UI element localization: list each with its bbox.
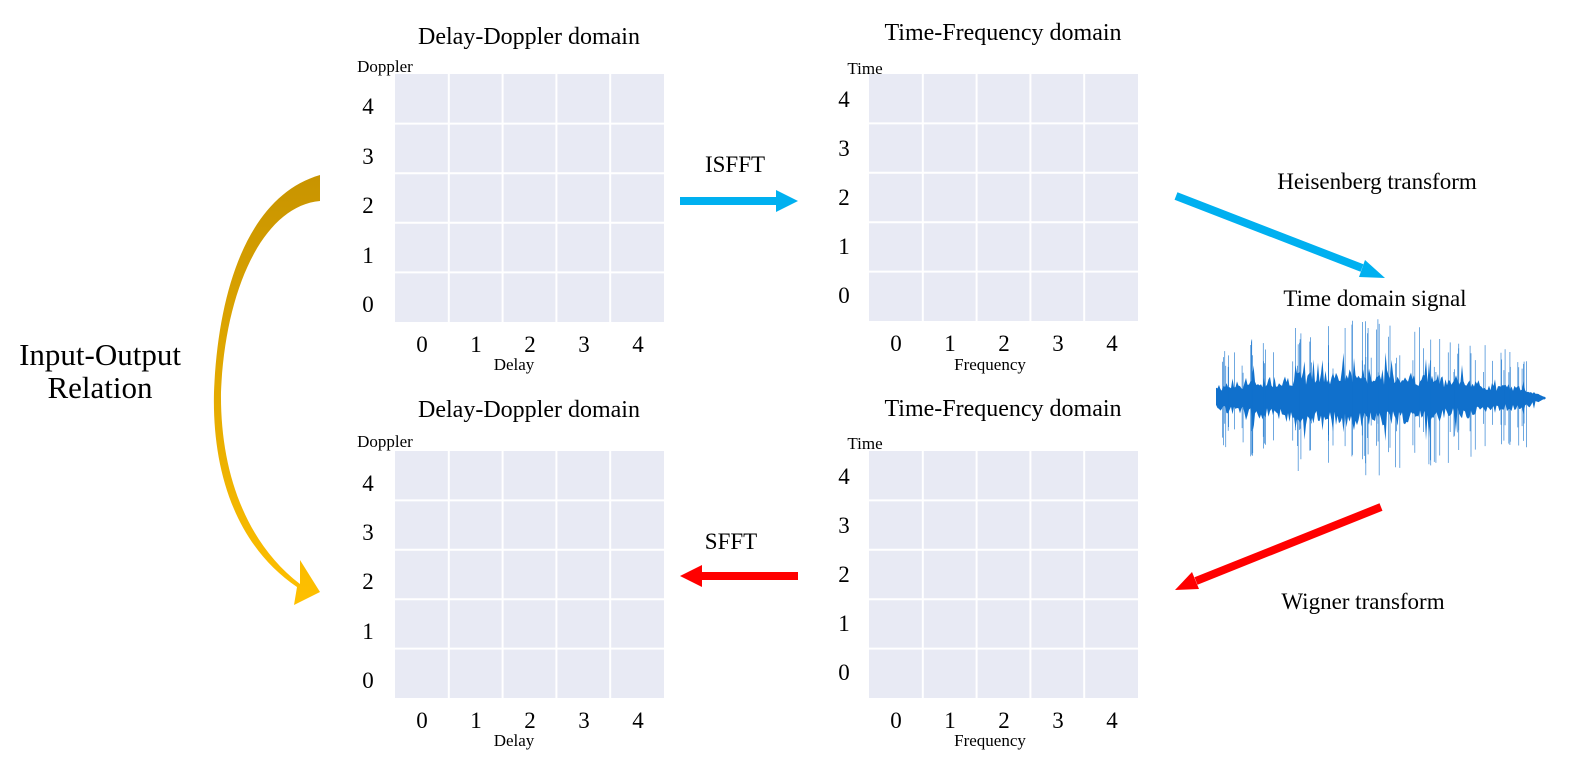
x-tick-label: 1 <box>470 708 482 733</box>
x-tick-label: 1 <box>944 708 956 733</box>
y-tick-label: 2 <box>362 569 374 594</box>
tf-top-y-axis-label: Time <box>847 59 882 78</box>
wigner-label: Wigner transform <box>1281 589 1444 614</box>
tf-top-title: Time-Frequency domain <box>884 20 1121 46</box>
tf-bottom-y-ticks: 0 1 2 3 4 <box>838 464 850 685</box>
waveform-tip <box>1538 394 1546 402</box>
dd-bottom-grid <box>395 451 664 698</box>
y-tick-label: 0 <box>362 668 374 693</box>
tf-top-y-ticks: 0 1 2 3 4 <box>838 87 850 308</box>
y-tick-label: 3 <box>362 520 374 545</box>
y-tick-label: 1 <box>362 243 374 268</box>
time-domain-waveform <box>1216 319 1546 476</box>
dd-bottom-panel: Delay-Doppler domain Doppler 0 1 2 3 4 0… <box>357 397 664 750</box>
x-tick-label: 3 <box>578 708 590 733</box>
dd-top-x-ticks: 0 1 2 3 4 <box>416 332 644 357</box>
y-tick-label: 2 <box>838 562 850 587</box>
dd-top-panel: Delay-Doppler domain Doppler 0 1 2 3 4 0… <box>357 24 664 374</box>
dd-bottom-x-axis-label: Delay <box>494 731 535 750</box>
wigner-arrow: Wigner transform <box>1175 503 1445 614</box>
tf-top-x-ticks: 0 1 2 3 4 <box>890 331 1118 356</box>
y-tick-label: 3 <box>838 513 850 538</box>
tf-top-x-axis-label: Frequency <box>954 355 1026 374</box>
dd-top-grid <box>395 74 664 322</box>
y-tick-label: 4 <box>838 87 850 112</box>
x-tick-label: 3 <box>1052 331 1064 356</box>
x-tick-label: 2 <box>524 332 536 357</box>
x-tick-label: 0 <box>890 331 902 356</box>
tf-bottom-x-axis-label: Frequency <box>954 731 1026 750</box>
y-tick-label: 4 <box>362 94 374 119</box>
heisenberg-arrow-line <box>1174 192 1364 272</box>
x-tick-label: 2 <box>998 708 1010 733</box>
wigner-arrow-line <box>1194 503 1383 585</box>
y-tick-label: 3 <box>362 144 374 169</box>
sfft-arrow-shape <box>680 565 798 587</box>
dd-top-title: Delay-Doppler domain <box>418 24 640 50</box>
y-tick-label: 3 <box>838 136 850 161</box>
x-tick-label: 0 <box>416 708 428 733</box>
tf-bottom-grid <box>869 451 1138 698</box>
tf-top-panel: Time-Frequency domain Time 0 1 2 3 4 0 1… <box>838 20 1138 374</box>
isfft-arrow-shape <box>680 190 798 212</box>
y-tick-label: 1 <box>362 619 374 644</box>
x-tick-label: 4 <box>632 332 644 357</box>
sfft-arrow: SFFT <box>680 529 798 587</box>
tf-bottom-y-axis-label: Time <box>847 434 882 453</box>
tf-bottom-x-ticks: 0 1 2 3 4 <box>890 708 1118 733</box>
x-tick-label: 3 <box>578 332 590 357</box>
grid-background <box>869 74 1138 321</box>
dd-bottom-x-ticks: 0 1 2 3 4 <box>416 708 644 733</box>
y-tick-label: 2 <box>362 193 374 218</box>
y-tick-label: 1 <box>838 234 850 259</box>
dd-bottom-title: Delay-Doppler domain <box>418 397 640 423</box>
y-tick-label: 0 <box>838 660 850 685</box>
isfft-arrow: ISFFT <box>680 152 798 212</box>
tf-bottom-title: Time-Frequency domain <box>884 396 1121 422</box>
tf-top-grid <box>869 74 1138 321</box>
wigner-arrow-head <box>1175 572 1199 590</box>
dd-top-y-axis-label: Doppler <box>357 57 413 76</box>
grid-background <box>869 451 1138 698</box>
x-tick-label: 3 <box>1052 708 1064 733</box>
heisenberg-arrow: Heisenberg transform <box>1174 169 1477 278</box>
relation-label-line-1: Input-Output <box>19 337 181 372</box>
y-tick-label: 4 <box>838 464 850 489</box>
grid-background <box>395 451 664 698</box>
time-domain-signal-label: Time domain signal <box>1283 286 1466 311</box>
y-tick-label: 0 <box>362 292 374 317</box>
x-tick-label: 1 <box>944 331 956 356</box>
dd-bottom-y-ticks: 0 1 2 3 4 <box>362 471 374 693</box>
x-tick-label: 1 <box>470 332 482 357</box>
y-tick-label: 2 <box>838 185 850 210</box>
y-tick-label: 4 <box>362 471 374 496</box>
y-tick-label: 1 <box>838 611 850 636</box>
grid-background <box>395 74 664 322</box>
x-tick-label: 0 <box>890 708 902 733</box>
x-tick-label: 2 <box>524 708 536 733</box>
x-tick-label: 4 <box>1106 331 1118 356</box>
x-tick-label: 2 <box>998 331 1010 356</box>
tf-bottom-panel: Time-Frequency domain Time 0 1 2 3 4 0 1… <box>838 396 1138 750</box>
dd-top-x-axis-label: Delay <box>494 355 535 374</box>
dd-bottom-y-axis-label: Doppler <box>357 432 413 451</box>
heisenberg-arrow-head <box>1359 260 1385 278</box>
isfft-label: ISFFT <box>705 152 765 177</box>
relation-arrow-shape <box>213 175 320 605</box>
heisenberg-label: Heisenberg transform <box>1277 169 1477 194</box>
y-tick-label: 0 <box>838 283 850 308</box>
relation-label-line-2: Relation <box>47 370 153 405</box>
sfft-label: SFFT <box>705 529 757 554</box>
dd-top-y-ticks: 0 1 2 3 4 <box>362 94 374 317</box>
input-output-relation: Input-Output Relation <box>19 175 320 605</box>
x-tick-label: 4 <box>1106 708 1118 733</box>
x-tick-label: 4 <box>632 708 644 733</box>
x-tick-label: 0 <box>416 332 428 357</box>
